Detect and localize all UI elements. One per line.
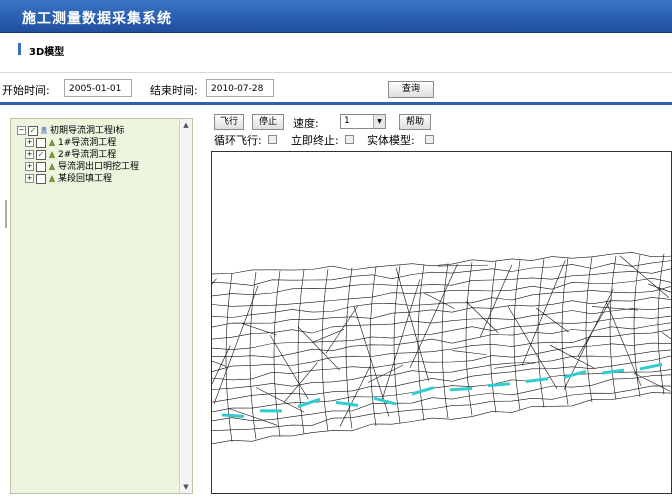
section-title: 3D模型	[29, 47, 65, 58]
expand-icon[interactable]: +	[25, 138, 34, 147]
collapse-icon[interactable]: −	[17, 126, 26, 135]
project-node-icon	[49, 151, 55, 158]
tree-item-label: 1#导流洞工程	[58, 138, 117, 148]
solid-model-label: 实体模型:	[367, 134, 415, 147]
wireframe-model	[212, 252, 671, 445]
end-time-label: 结束时间:	[150, 84, 198, 97]
scroll-up-icon[interactable]: ▲	[183, 121, 189, 129]
divider	[0, 72, 672, 73]
dropdown-arrow-icon[interactable]: ▼	[373, 115, 385, 128]
loop-flight-checkbox[interactable]	[268, 135, 277, 144]
speed-value: 1	[344, 116, 350, 126]
expand-icon[interactable]: +	[25, 150, 34, 159]
root-node-icon	[41, 126, 47, 134]
tree-item-checkbox[interactable]	[36, 173, 46, 184]
3d-viewer[interactable]	[211, 151, 672, 494]
tree-root[interactable]: − ✓ 初期导流洞工程I标	[17, 125, 125, 137]
scroll-down-icon[interactable]: ▼	[183, 483, 189, 491]
query-button[interactable]: 查询	[388, 81, 434, 98]
tree-root-label: 初期导流洞工程I标	[50, 126, 125, 136]
tree-scrollbar[interactable]: ▲ ▼	[179, 119, 192, 493]
expand-icon[interactable]: +	[25, 162, 34, 171]
tree-item-checkbox[interactable]	[36, 137, 46, 148]
tree-item[interactable]: + 导流洞出口明挖工程	[25, 161, 139, 173]
tree-item[interactable]: + ✓ 2#导流洞工程	[25, 149, 116, 161]
expand-icon[interactable]: +	[25, 174, 34, 183]
start-time-input[interactable]: 2005-01-01	[64, 79, 132, 97]
start-time-label: 开始时间:	[2, 84, 50, 97]
end-time-input[interactable]: 2010-07-28	[206, 79, 274, 97]
immediate-stop-label: 立即终止:	[291, 134, 339, 147]
speed-label: 速度:	[293, 117, 319, 130]
section-marker	[18, 43, 21, 55]
flight-options: 循环飞行: 立即终止: 实体模型:	[214, 132, 664, 147]
immediate-stop-checkbox[interactable]	[345, 135, 354, 144]
project-tree: − ✓ 初期导流洞工程I标 +1#导流洞工程 + ✓ 2#导流洞工程 + 导流洞出口明挖工…	[10, 118, 193, 494]
tree-item-checkbox[interactable]: ✓	[36, 149, 46, 160]
speed-select[interactable]: 1 ▼	[340, 114, 386, 129]
date-filter-row: 开始时间: 2005-01-01 结束时间: 2010-07-28 查询	[0, 79, 672, 101]
tree-item-label: 导流洞出口明挖工程	[58, 162, 140, 172]
fly-button[interactable]: 飞行	[214, 114, 244, 130]
project-node-icon	[49, 175, 55, 182]
app-title: 施工测量数据采集系统	[22, 11, 172, 27]
tree-item[interactable]: +1#导流洞工程	[25, 137, 116, 149]
tree-root-checkbox[interactable]: ✓	[28, 125, 38, 136]
tree-item[interactable]: + 某段回填工程	[25, 173, 112, 185]
solid-model-checkbox[interactable]	[425, 135, 434, 144]
header-divider	[0, 102, 672, 105]
title-bar: 施工测量数据采集系统	[0, 0, 672, 33]
flight-controls: 飞行 停止 速度: 1 ▼ 帮助	[214, 113, 664, 131]
tree-item-label: 2#导流洞工程	[58, 150, 117, 160]
loop-flight-label: 循环飞行:	[214, 134, 262, 147]
help-button[interactable]: 帮助	[399, 114, 431, 130]
tree-item-checkbox[interactable]	[36, 161, 46, 172]
project-node-icon	[49, 139, 55, 146]
stop-button[interactable]: 停止	[252, 114, 284, 130]
project-node-icon	[49, 163, 55, 170]
tree-item-label: 某段回填工程	[58, 174, 113, 184]
splitter-handle[interactable]	[5, 200, 7, 228]
